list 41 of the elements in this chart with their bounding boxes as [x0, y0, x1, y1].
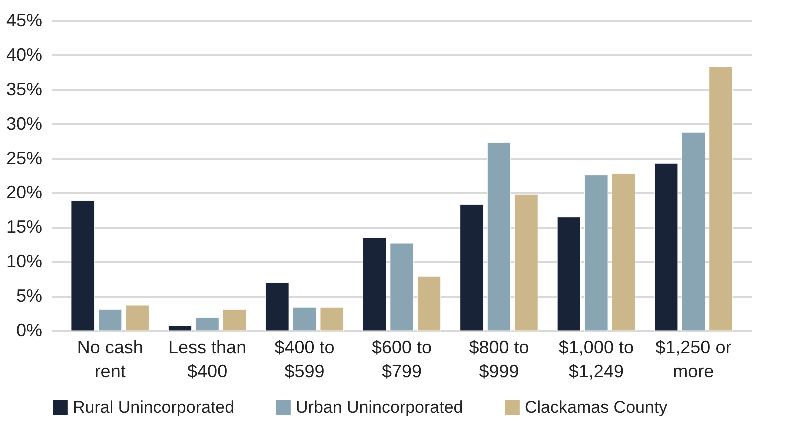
- bar: [460, 204, 484, 332]
- y-tick-label: 25%: [6, 148, 42, 168]
- bar: [292, 307, 317, 332]
- x-tick-label: $1,250 or more: [656, 338, 732, 382]
- bar: [654, 163, 678, 332]
- y-tick-label: 30%: [6, 114, 42, 134]
- bar: [557, 217, 581, 332]
- bar: [266, 282, 290, 332]
- bar: [71, 200, 95, 332]
- bar: [584, 175, 608, 332]
- bar: [390, 243, 414, 332]
- y-tick-label: 20%: [6, 182, 42, 203]
- bar: [320, 307, 344, 332]
- bar: [417, 276, 442, 332]
- y-tick-label: 0%: [16, 320, 42, 340]
- legend-label: Rural Unincorporated: [73, 398, 235, 417]
- bar: [126, 305, 150, 332]
- bar: [682, 132, 706, 332]
- bar: [709, 66, 733, 332]
- x-tick-label: $400 to $599: [274, 338, 335, 382]
- y-tick-label: 40%: [6, 44, 42, 65]
- bar: [98, 309, 122, 332]
- legend-label: Clackamas County: [525, 398, 668, 417]
- y-tick-label: 15%: [6, 217, 42, 238]
- legend-label: Urban Unincorporated: [296, 398, 464, 417]
- y-tick-label: 5%: [16, 286, 42, 306]
- bar: [514, 194, 538, 332]
- x-tick-label: $800 to $999: [469, 338, 530, 382]
- bar: [168, 326, 192, 332]
- bar: [196, 318, 220, 332]
- bar: [223, 309, 247, 332]
- x-tick-label: No cash rent: [77, 338, 144, 382]
- y-tick-label: 45%: [6, 10, 42, 30]
- x-tick-label: Less than $400: [168, 338, 247, 382]
- y-tick-label: 35%: [6, 79, 42, 100]
- bar: [487, 142, 512, 332]
- x-tick-label: $1,000 to $1,249: [558, 338, 634, 382]
- x-tick-label: $600 to $799: [372, 338, 432, 382]
- bar: [362, 238, 387, 332]
- y-tick-label: 10%: [6, 252, 42, 272]
- bar: [612, 174, 636, 332]
